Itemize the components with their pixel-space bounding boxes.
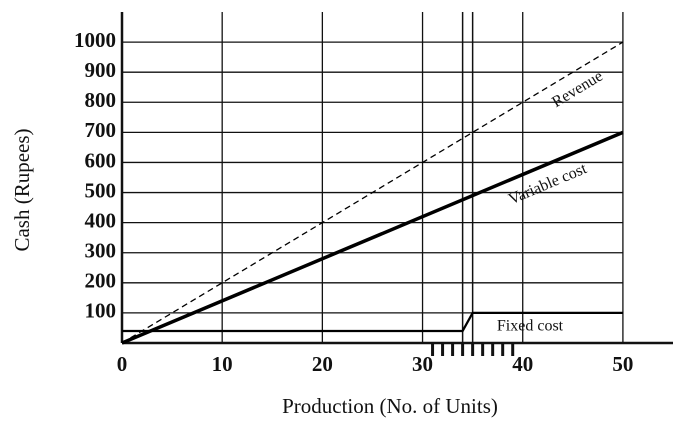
y-tick-label: 200 — [85, 269, 117, 293]
y-tick-label: 600 — [85, 148, 117, 172]
y-tick-label: 900 — [85, 58, 117, 82]
series-label: Variable cost — [506, 160, 590, 208]
y-tick-label: 100 — [85, 299, 117, 323]
y-tick-label: 1000 — [74, 28, 116, 52]
x-tick-label: 20 — [312, 352, 333, 376]
series-line — [121, 41, 624, 344]
y-tick-label: 500 — [85, 178, 117, 202]
x-axis-title: Production (No. of Units) — [282, 394, 498, 418]
y-tick-label: 300 — [85, 239, 117, 263]
y-axis-title: Cash (Rupees) — [10, 128, 34, 251]
x-tick-label: 10 — [212, 352, 233, 376]
x-tick-label: 50 — [612, 352, 633, 376]
series-line — [122, 311, 623, 333]
series-label: Fixed cost — [497, 318, 564, 335]
series-label: Revenue — [549, 68, 606, 111]
x-tick-label: 30 — [412, 352, 433, 376]
y-tick-label: 700 — [85, 118, 117, 142]
x-tick-label: 0 — [117, 352, 128, 376]
y-tick-label: 800 — [85, 88, 117, 112]
series-line — [121, 130, 624, 345]
y-tick-label: 400 — [85, 208, 117, 232]
x-tick-label: 40 — [512, 352, 533, 376]
